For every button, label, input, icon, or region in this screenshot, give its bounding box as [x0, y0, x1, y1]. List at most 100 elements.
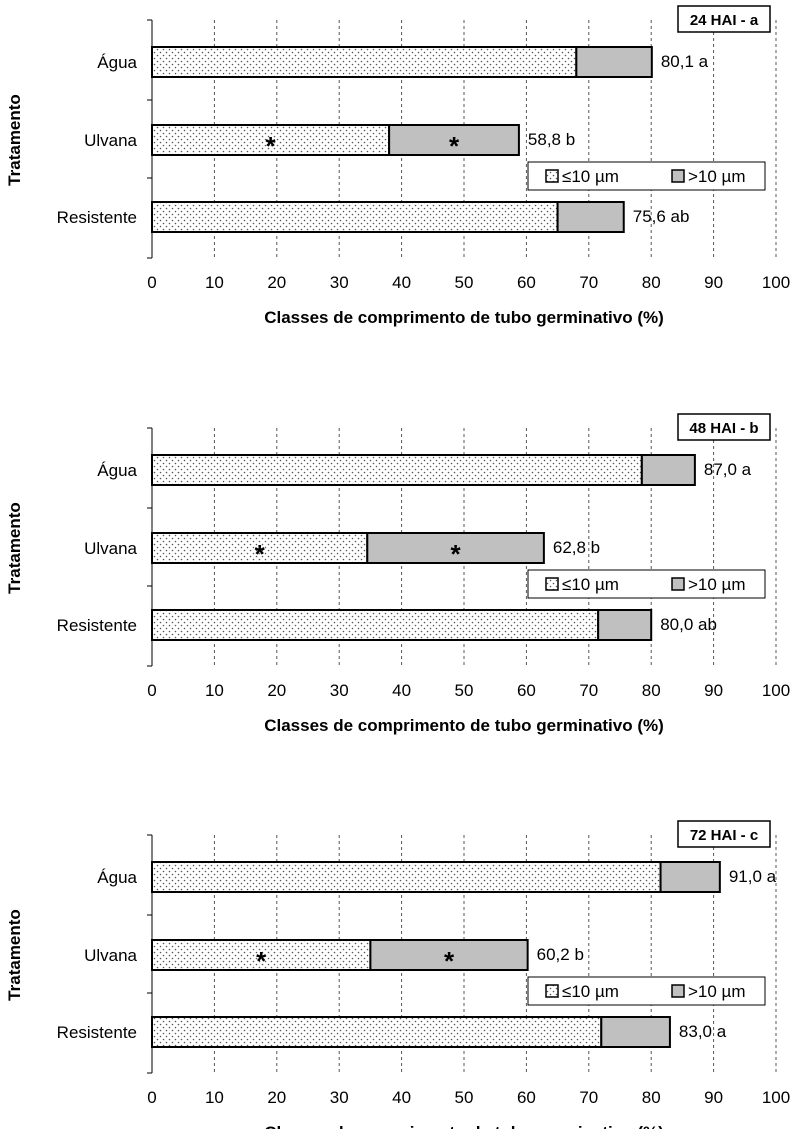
bar-segment: [556, 201, 625, 233]
category-label: Ulvana: [84, 946, 137, 965]
legend-swatch: [671, 169, 685, 183]
category-label: Água: [97, 868, 137, 887]
legend-swatch: [545, 169, 559, 183]
x-tick-label: 90: [704, 1088, 723, 1107]
x-tick-label: 40: [392, 681, 411, 700]
significance-asterisk: *: [451, 539, 462, 569]
legend-swatch: [671, 984, 685, 998]
x-tick-label: 100: [762, 1088, 790, 1107]
bar-segment: [388, 124, 520, 156]
panel-title: 48 HAI - b: [689, 420, 758, 437]
bar-segment: [151, 46, 578, 78]
bar-segment: [151, 454, 643, 486]
legend-box: [527, 976, 766, 1006]
category-label: Água: [97, 53, 137, 72]
category-label: Água: [97, 461, 137, 480]
x-tick-label: 90: [704, 273, 723, 292]
x-tick-label: 100: [762, 681, 790, 700]
bar-segment: [600, 1016, 671, 1048]
legend-box: [527, 161, 766, 191]
panel-title: 24 HAI - a: [690, 12, 759, 29]
data-label: 83,0 a: [679, 1022, 727, 1041]
x-tick-label: 60: [517, 681, 536, 700]
legend-swatch: [545, 577, 559, 591]
data-label: 75,6 ab: [633, 207, 690, 226]
legend-label: ≤10 µm: [562, 982, 619, 1001]
legend-swatch: [671, 577, 685, 591]
x-tick-label: 10: [205, 273, 224, 292]
chart-panel-3: 0 10 20 30 40 50 60 70 80 90 100 Classes de comprim…: [5, 820, 790, 1129]
category-label: Resistente: [57, 1023, 137, 1042]
bar-segment: [151, 1016, 603, 1048]
bar-segment: [366, 532, 545, 564]
legend-label: >10 µm: [688, 575, 746, 594]
legend-label: ≤10 µm: [562, 575, 619, 594]
y-axis-title: Tratamento: [5, 94, 24, 186]
bar-segment: [659, 861, 721, 893]
panel-title-box: [677, 5, 771, 33]
significance-asterisk: *: [265, 131, 276, 161]
x-tick-label: 80: [642, 681, 661, 700]
y-axis-title: Tratamento: [5, 909, 24, 1001]
data-label: 91,0 a: [729, 867, 777, 886]
x-tick-label: 70: [579, 273, 598, 292]
bar-segment: [151, 609, 600, 641]
x-tick-label: 30: [330, 681, 349, 700]
bar-segment: [597, 609, 653, 641]
category-label: Resistente: [57, 616, 137, 635]
panel-title-box: [677, 413, 771, 441]
x-tick-label: 0: [147, 1088, 156, 1107]
x-tick-label: 30: [330, 1088, 349, 1107]
category-label: Ulvana: [84, 131, 137, 150]
data-label: 80,1 a: [661, 52, 709, 71]
significance-asterisk: *: [444, 946, 455, 976]
x-tick-label: 70: [579, 681, 598, 700]
data-label: 87,0 a: [704, 460, 752, 479]
x-tick-label: 40: [392, 1088, 411, 1107]
x-tick-label: 50: [455, 1088, 474, 1107]
x-tick-label: 90: [704, 681, 723, 700]
category-label: Resistente: [57, 208, 137, 227]
bar-segment: [640, 454, 696, 486]
x-tick-label: 80: [642, 273, 661, 292]
x-tick-label: 60: [517, 1088, 536, 1107]
significance-asterisk: *: [449, 131, 460, 161]
legend-label: >10 µm: [688, 982, 746, 1001]
legend-swatch: [545, 984, 559, 998]
x-tick-label: 30: [330, 273, 349, 292]
x-axis-title: Classes de comprimento de tubo germinati…: [264, 716, 664, 735]
x-axis-title: Classes de comprimento de tubo germinati…: [264, 1123, 664, 1129]
x-tick-label: 20: [267, 1088, 286, 1107]
legend-label: ≤10 µm: [562, 167, 619, 186]
legend-box: [527, 569, 766, 599]
x-tick-label: 0: [147, 681, 156, 700]
bar-segment: [151, 939, 372, 971]
panel-title: 72 HAI - c: [690, 827, 758, 844]
bar-segment: [151, 124, 391, 156]
data-label: 58,8 b: [528, 130, 575, 149]
category-label: Ulvana: [84, 539, 137, 558]
x-tick-label: 20: [267, 273, 286, 292]
significance-asterisk: *: [255, 539, 266, 569]
x-tick-label: 70: [579, 1088, 598, 1107]
panel-title-box: [677, 820, 771, 848]
chart-panel-2: 0 10 20 30 40 50 60 70 80 90 100 Classes de comprim…: [5, 413, 790, 735]
x-tick-label: 40: [392, 273, 411, 292]
x-tick-label: 50: [455, 273, 474, 292]
bar-segment: [151, 201, 559, 233]
x-tick-label: 60: [517, 273, 536, 292]
bar-segment: [151, 532, 369, 564]
x-tick-label: 20: [267, 681, 286, 700]
bar-segment: [575, 46, 653, 78]
x-tick-label: 10: [205, 1088, 224, 1107]
legend-label: >10 µm: [688, 167, 746, 186]
bar-segment: [369, 939, 529, 971]
y-axis-title: Tratamento: [5, 502, 24, 594]
significance-asterisk: *: [256, 946, 267, 976]
data-label: 60,2 b: [537, 945, 584, 964]
x-tick-label: 10: [205, 681, 224, 700]
bar-segment: [151, 861, 662, 893]
data-label: 80,0 ab: [660, 615, 717, 634]
x-tick-label: 100: [762, 273, 790, 292]
